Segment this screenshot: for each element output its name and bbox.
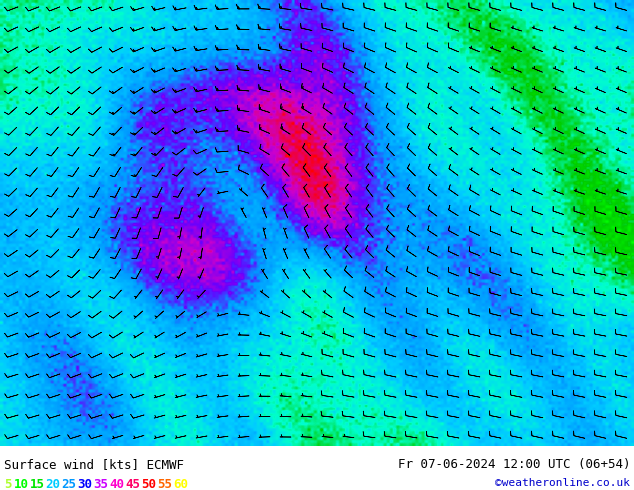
Text: Surface wind [kts] ECMWF: Surface wind [kts] ECMWF bbox=[4, 458, 184, 471]
Text: 55: 55 bbox=[157, 478, 172, 490]
Text: 25: 25 bbox=[61, 478, 77, 490]
Text: Fr 07-06-2024 12:00 UTC (06+54): Fr 07-06-2024 12:00 UTC (06+54) bbox=[398, 458, 630, 471]
Text: 40: 40 bbox=[110, 478, 124, 490]
Text: 15: 15 bbox=[30, 478, 44, 490]
Text: 5: 5 bbox=[4, 478, 11, 490]
Text: 10: 10 bbox=[13, 478, 29, 490]
Text: 50: 50 bbox=[141, 478, 157, 490]
Text: 45: 45 bbox=[126, 478, 141, 490]
Text: ©weatheronline.co.uk: ©weatheronline.co.uk bbox=[495, 478, 630, 488]
Text: 20: 20 bbox=[46, 478, 60, 490]
Text: 35: 35 bbox=[93, 478, 108, 490]
Text: 60: 60 bbox=[174, 478, 188, 490]
Text: 30: 30 bbox=[77, 478, 93, 490]
